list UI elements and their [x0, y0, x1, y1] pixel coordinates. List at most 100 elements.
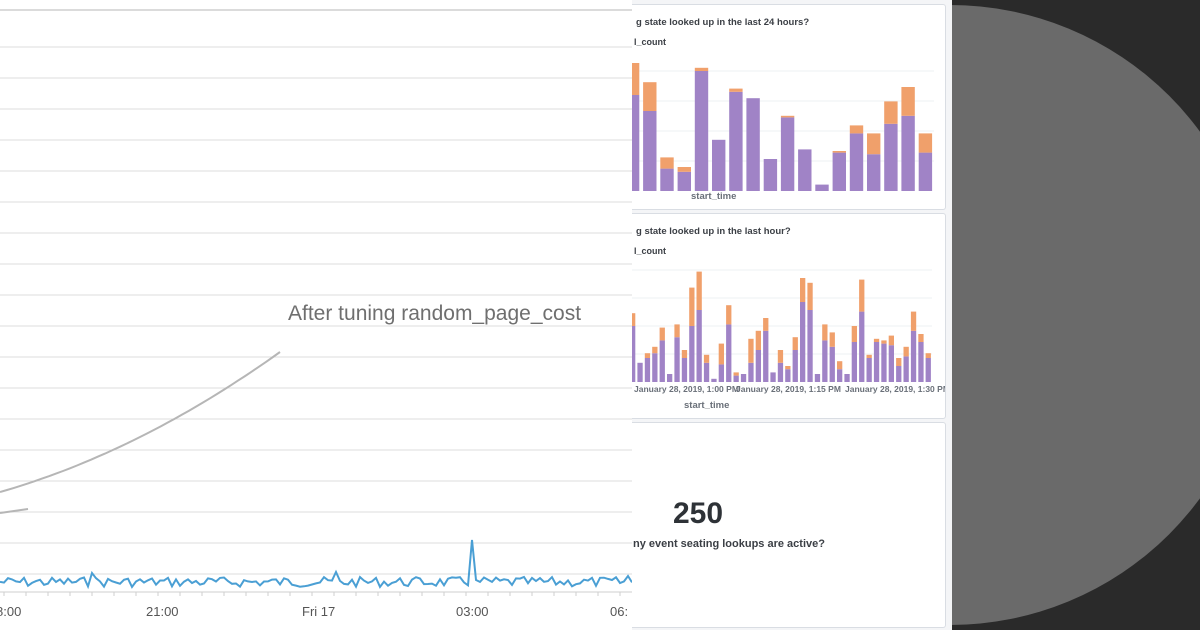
bar-segment [785, 366, 791, 370]
before-tuning-stub [0, 508, 29, 514]
bar-segment [689, 287, 695, 326]
bar-segment [832, 152, 846, 191]
bar-segment [733, 372, 739, 376]
x-tick-label: Fri 17 [302, 604, 336, 619]
bar-segment [851, 326, 857, 342]
bar-segment [792, 350, 798, 382]
bar-segment [837, 369, 843, 382]
bar-segment [814, 374, 821, 382]
bar-segment [849, 133, 864, 191]
bar-chart-24h [632, 63, 934, 191]
x-tick-label: 21:00 [146, 604, 179, 619]
card-24-hours[interactable]: g state looked up in the last 24 hours? … [632, 4, 946, 210]
bar-segment [807, 282, 813, 310]
bar-segment [925, 358, 931, 382]
bar-segment [748, 362, 754, 382]
bar-segment [785, 369, 791, 382]
bar-segment [660, 157, 674, 169]
bar-segment [770, 372, 776, 382]
bar-segment [763, 318, 769, 331]
scalar-value: 250 [672, 497, 724, 530]
bar-segment [694, 71, 709, 191]
bar-segment [851, 342, 857, 382]
bar-segment [792, 337, 798, 350]
bar-segment [910, 311, 917, 331]
bar-segment [925, 353, 931, 358]
bar-segment [866, 358, 872, 382]
card-last-hour[interactable]: g state looked up in the last hour? l_co… [632, 213, 946, 419]
bar-segment [746, 98, 760, 191]
bar-segment [696, 271, 702, 310]
bar-segment [748, 338, 754, 363]
card-title: g state looked up in the last hour? [636, 226, 791, 237]
legend-label: l_count [634, 37, 667, 47]
scalar-caption: ny event seating lookups are active? [633, 538, 825, 550]
bar-segment [777, 362, 784, 382]
bar-segment [777, 350, 784, 363]
bar-segment [632, 326, 636, 382]
bar-segment [822, 340, 828, 382]
bar-segment [800, 302, 806, 382]
bar-segment [712, 139, 726, 191]
bar-segment [652, 353, 658, 382]
bar-segment [859, 311, 865, 382]
bar-segment [780, 117, 795, 191]
bar-segment [873, 342, 880, 382]
bar-segment [901, 115, 915, 191]
bar-segment [918, 152, 933, 191]
bar-segment [896, 358, 902, 366]
gridlines [0, 46, 634, 575]
bar-segment [726, 324, 732, 382]
bar-segment [884, 101, 898, 124]
bar-segment [822, 324, 828, 341]
card-active-lookups[interactable] [632, 422, 946, 628]
bar-segment [733, 375, 739, 382]
bar-segment [643, 82, 657, 111]
x-tick-label: 8:00 [0, 604, 22, 619]
bar-chart-hour [632, 269, 932, 382]
bar-segment [637, 362, 643, 382]
bar-segment [849, 125, 864, 134]
bar-segment [807, 310, 813, 382]
bar-segment [798, 149, 812, 191]
bar-segment [718, 343, 724, 365]
bar-segment [844, 374, 850, 382]
latency-chart-svg [0, 9, 634, 596]
bar-segment [888, 345, 894, 382]
x-tick-label: January 28, 2019, 1:15 PM [736, 384, 841, 394]
bar-segment [918, 334, 924, 342]
bar-segment [659, 327, 665, 341]
bar-segment [643, 111, 657, 191]
after-tuning-line [0, 539, 633, 590]
x-tick-label: January 28, 2019, 1:00 PM [634, 384, 739, 394]
bar-segment [729, 91, 743, 191]
bar-segment [859, 279, 865, 312]
bar-segment [696, 310, 702, 382]
bar-segment [729, 88, 743, 92]
bar-segment [918, 133, 933, 153]
card-title: g state looked up in the last 24 hours? [636, 17, 810, 28]
bar-segment [660, 168, 674, 191]
bar-segment [881, 340, 887, 344]
bar-segment [681, 358, 688, 382]
bar-segment [837, 361, 843, 370]
x-tick-label: 03:00 [456, 604, 489, 619]
bar-segment [652, 346, 658, 354]
bar-segment [800, 278, 806, 302]
bar-segment [718, 364, 724, 382]
bar-segment [755, 350, 761, 382]
bar-segment [689, 326, 695, 382]
bar-segment [873, 338, 880, 342]
bar-segment [632, 313, 636, 326]
bar-segment [832, 151, 846, 153]
bar-segment [866, 354, 872, 358]
bar-segment [903, 356, 909, 382]
bar-segment [896, 366, 902, 382]
bar-segment [888, 335, 894, 346]
bar-segment [644, 353, 651, 358]
bar-segment [674, 337, 680, 382]
bar-segment [674, 324, 680, 338]
bar-segment [703, 362, 710, 382]
bar-segment [632, 95, 640, 191]
latency-chart-panel: After tuning random_page_cost 8:00 21:00… [0, 0, 634, 630]
